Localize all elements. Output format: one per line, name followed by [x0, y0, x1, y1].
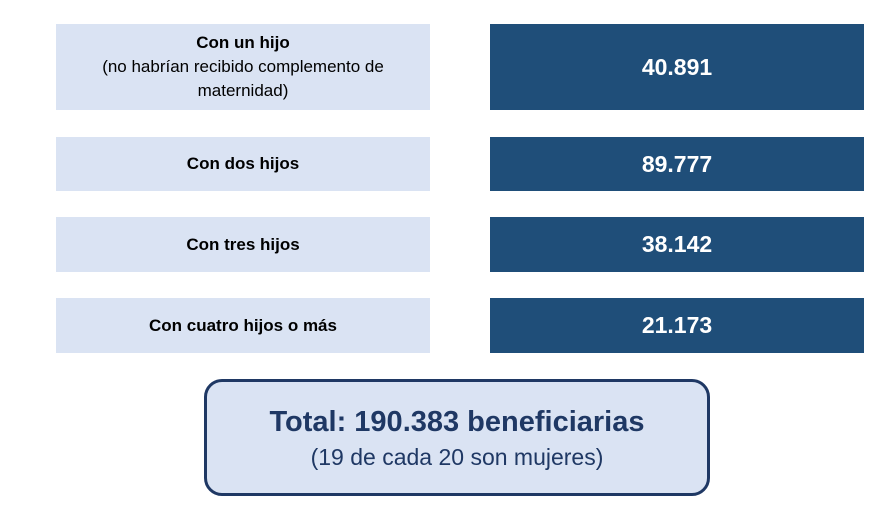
row-1-title: Con un hijo — [196, 33, 290, 52]
row-2-value: 89.777 — [490, 137, 864, 191]
row-4-title: Con cuatro hijos o más — [149, 315, 337, 335]
total-box: Total: 190.383 beneficiarias (19 de cada… — [204, 379, 710, 496]
row-1-label: Con un hijo (no habrían recibido complem… — [56, 24, 430, 110]
row-2-label: Con dos hijos — [56, 137, 430, 191]
total-main: Total: 190.383 beneficiarias — [269, 405, 645, 438]
total-sub: (19 de cada 20 son mujeres) — [310, 443, 604, 470]
row-1-value: 40.891 — [490, 24, 864, 110]
row-3-label: Con tres hijos — [56, 217, 430, 272]
row-4-value: 21.173 — [490, 298, 864, 353]
row-4-label: Con cuatro hijos o más — [56, 298, 430, 353]
row-3-title: Con tres hijos — [186, 234, 300, 254]
row-1-note: (no habrían recibido complemento de mate… — [102, 57, 384, 100]
row-2-title: Con dos hijos — [186, 154, 300, 173]
row-3-value: 38.142 — [490, 217, 864, 272]
